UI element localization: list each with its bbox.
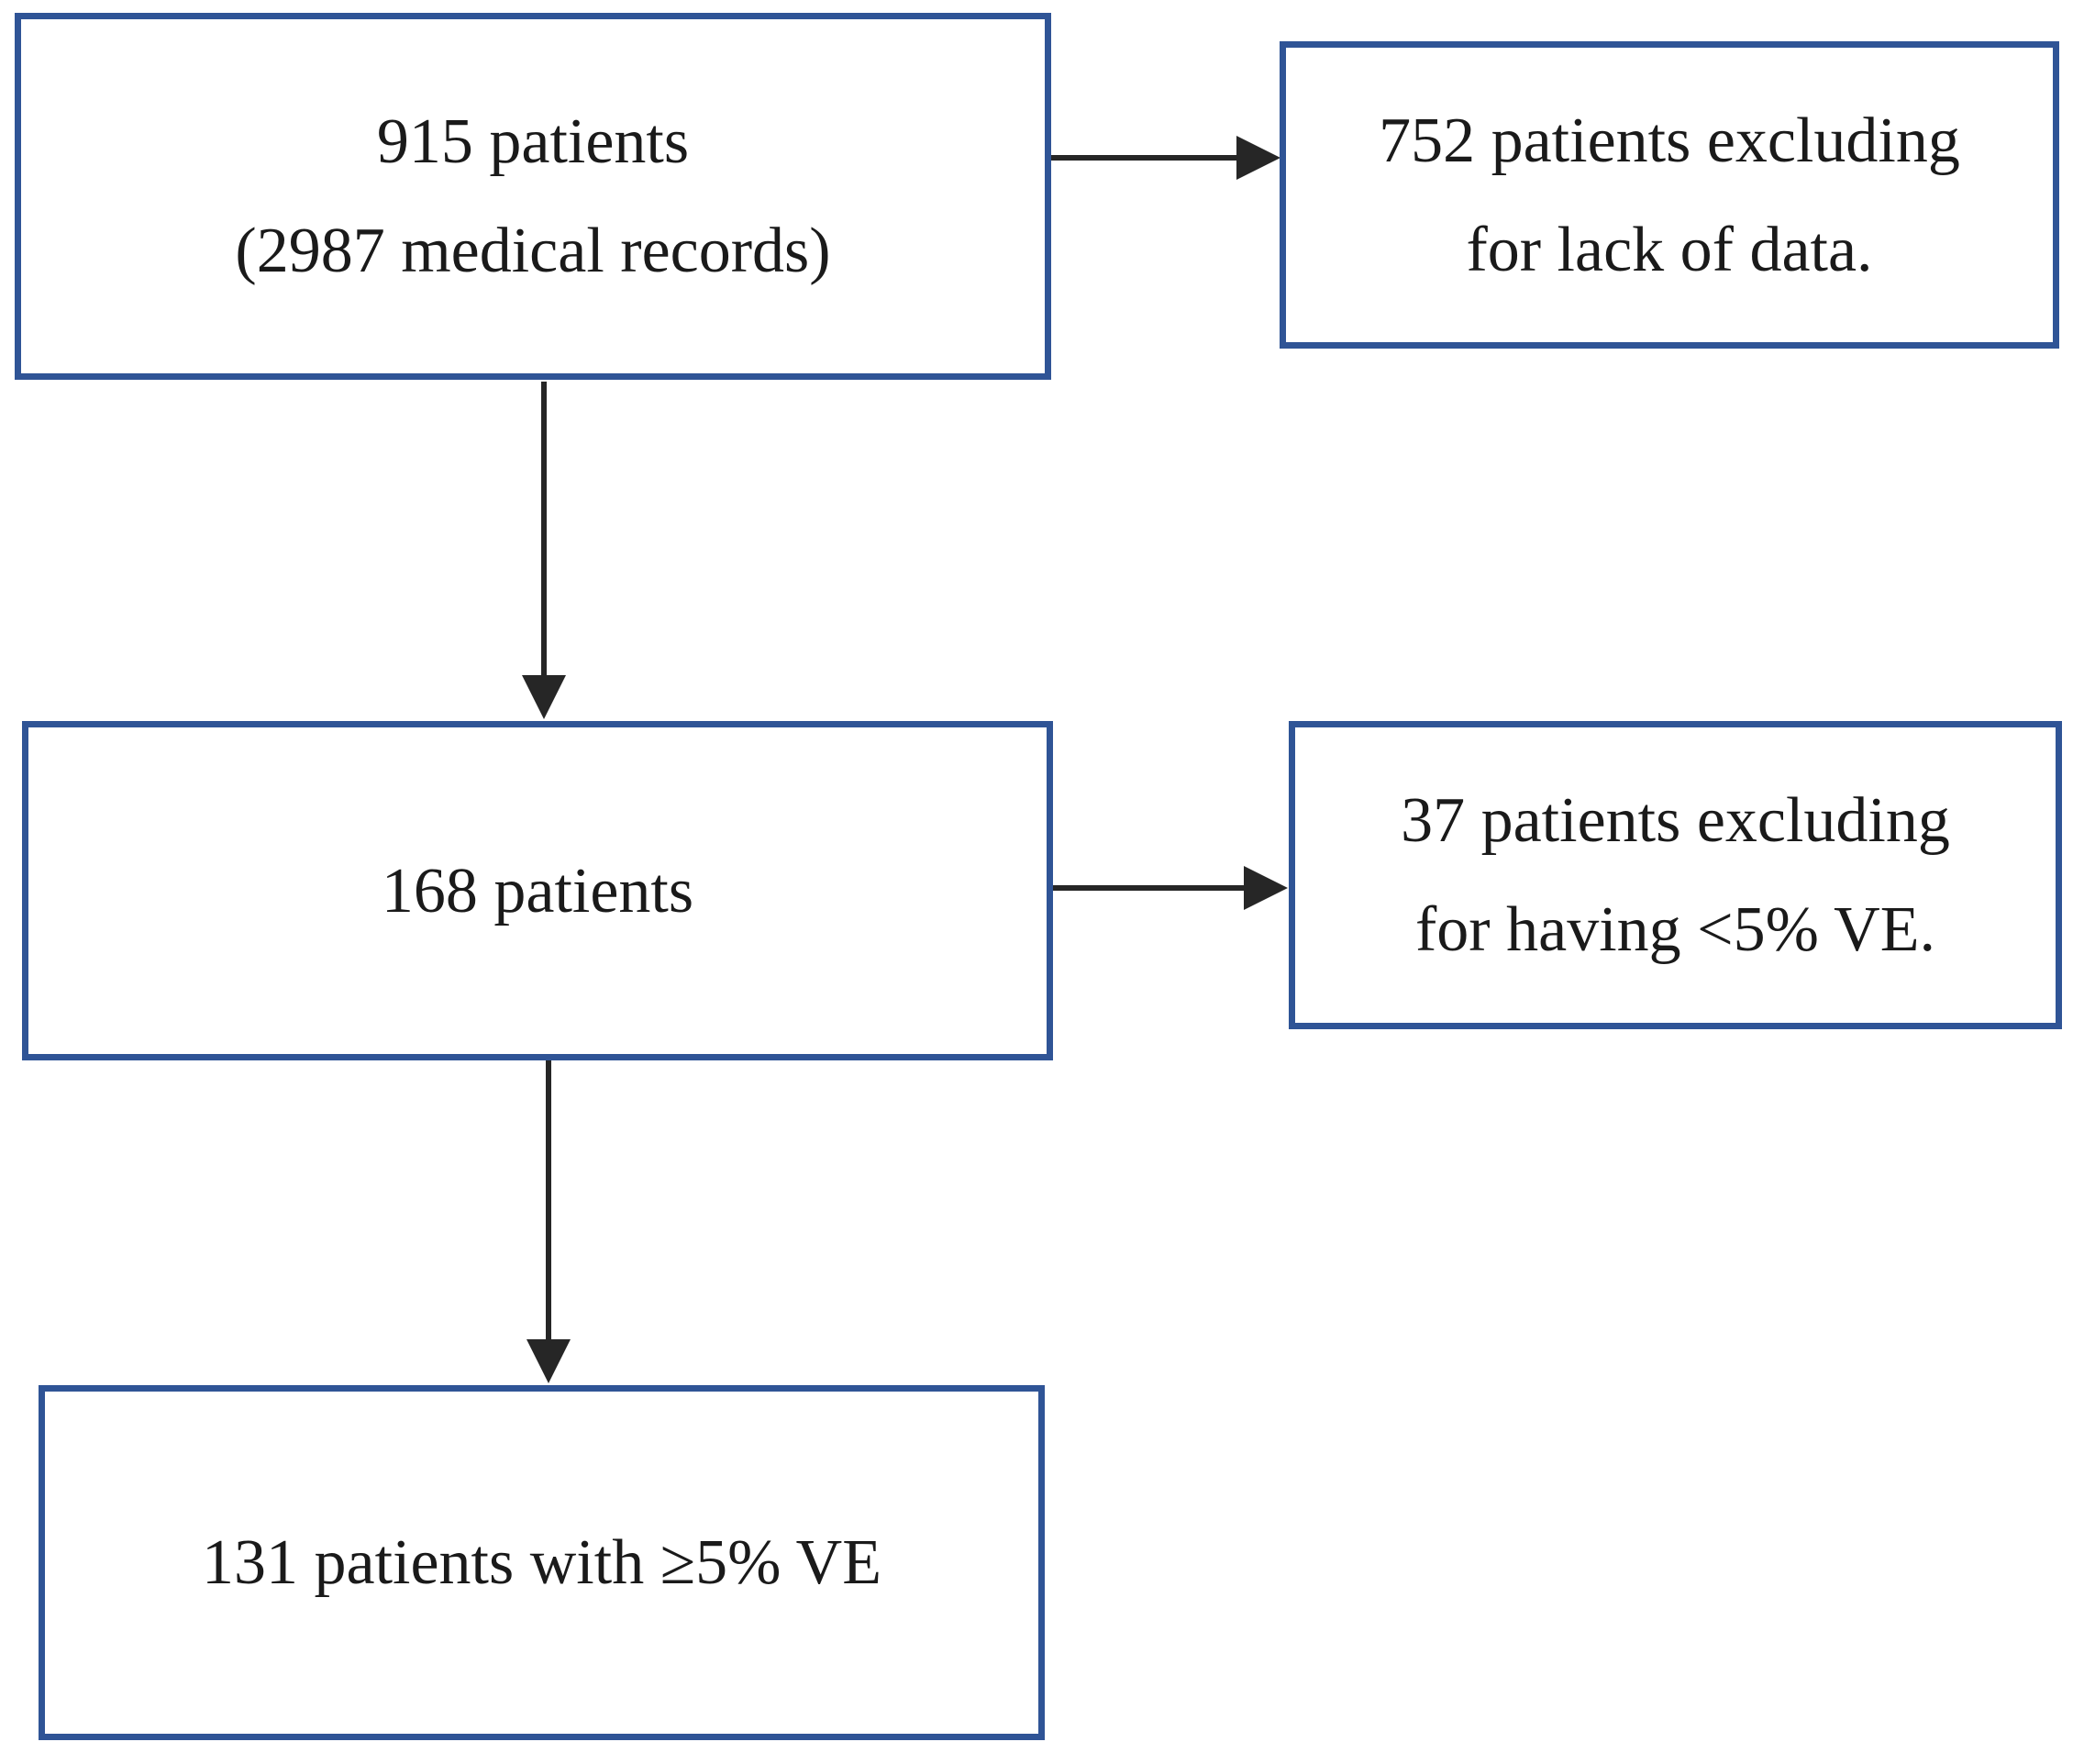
node-text-line: 915 patients [376, 106, 690, 177]
arrow-n1-n3-icon [522, 382, 566, 719]
flow-node-915-patients: 915 patients (2987 medical records) [15, 13, 1051, 380]
flow-node-168-patients: 168 patients [22, 721, 1053, 1060]
node-text-line: 131 patients with ≥5% VE [202, 1527, 881, 1598]
arrow-n3-n4-icon [1053, 866, 1288, 910]
node-text-line: for lack of data. [1466, 214, 1873, 285]
flow-node-131-patients: 131 patients with ≥5% VE [39, 1385, 1045, 1740]
node-text-line: 37 patients excluding [1401, 785, 1950, 856]
arrow-n1-n2-icon [1051, 136, 1280, 180]
node-text-line: for having <5% VE. [1415, 894, 1935, 965]
node-text-line: (2987 medical records) [235, 216, 831, 286]
node-text-line: 168 patients [381, 855, 694, 926]
flow-node-37-excluded: 37 patients excluding for having <5% VE. [1289, 721, 2062, 1029]
arrow-n3-n5-icon [527, 1060, 571, 1383]
node-text-line: 752 patients excluding [1379, 105, 1960, 176]
flow-node-752-excluded: 752 patients excluding for lack of data. [1280, 41, 2059, 349]
